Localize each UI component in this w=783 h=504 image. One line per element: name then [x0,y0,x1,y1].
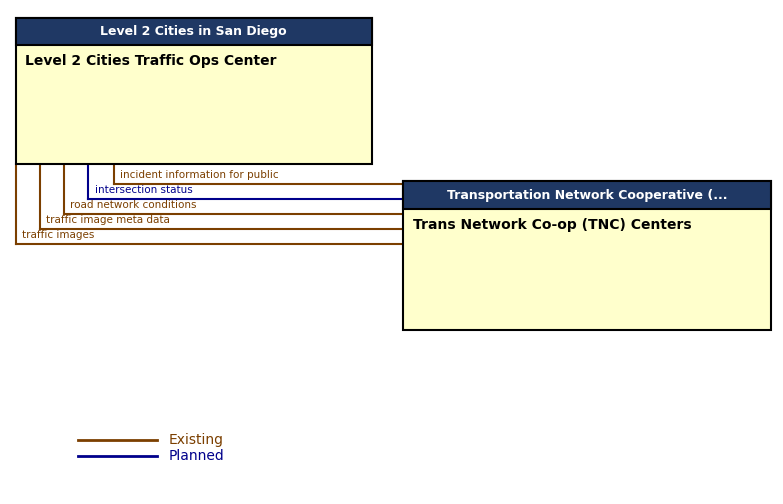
Text: Transportation Network Cooperative (...: Transportation Network Cooperative (... [447,189,727,202]
Text: Existing: Existing [168,433,223,447]
Bar [16,18,372,45]
Bar [403,181,771,330]
Text: intersection status: intersection status [95,185,193,195]
Bar [16,18,372,164]
Text: road network conditions: road network conditions [70,200,197,210]
Bar [403,181,771,209]
Text: Level 2 Cities in San Diego: Level 2 Cities in San Diego [100,25,287,38]
Text: Level 2 Cities Traffic Ops Center: Level 2 Cities Traffic Ops Center [25,54,276,69]
Text: Planned: Planned [168,449,224,463]
Text: traffic image meta data: traffic image meta data [46,215,170,225]
Text: Trans Network Co-op (TNC) Centers: Trans Network Co-op (TNC) Centers [413,218,691,232]
Text: incident information for public: incident information for public [120,170,279,180]
Text: traffic images: traffic images [22,230,94,240]
